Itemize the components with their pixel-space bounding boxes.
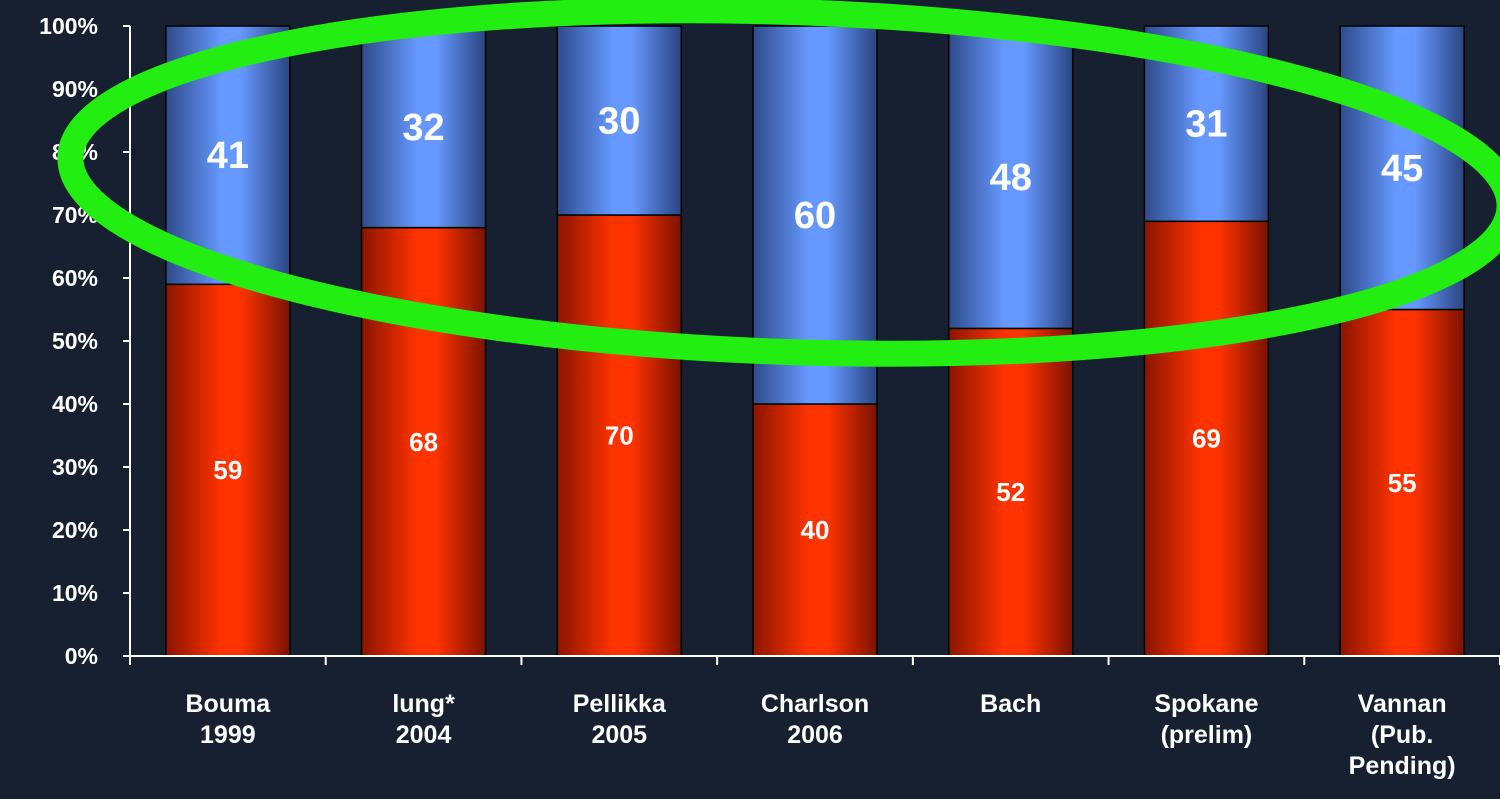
bar-segment-top bbox=[360, 25, 487, 229]
data-label-top: 48 bbox=[990, 157, 1032, 199]
x-category-label-line: 2006 bbox=[787, 721, 843, 749]
highlight-ellipse bbox=[57, 0, 1500, 367]
x-category-label-line: lung* bbox=[392, 690, 455, 718]
bar-segment-bottom bbox=[165, 283, 291, 657]
y-tick-label: 90% bbox=[52, 76, 98, 102]
data-label-top: 45 bbox=[1381, 148, 1423, 190]
x-category-label-line: 2005 bbox=[591, 721, 647, 749]
data-label-bottom: 70 bbox=[605, 421, 634, 451]
data-label-top: 30 bbox=[598, 101, 640, 143]
bar-segment-bottom bbox=[556, 214, 683, 657]
x-category-label-line: Spokane bbox=[1154, 690, 1258, 718]
bar-segment-top bbox=[556, 25, 683, 216]
bar-segment-bottom bbox=[947, 327, 1074, 657]
x-category-label-line: (prelim) bbox=[1161, 721, 1253, 749]
x-category-label-line: Charlson bbox=[761, 690, 869, 718]
axes bbox=[129, 26, 1500, 665]
bar-segment-bottom bbox=[1339, 308, 1465, 657]
data-label-top: 31 bbox=[1185, 104, 1227, 146]
category-labels: Bouma 1999 lung* 2004 Pellikka 2005 Charlson 20… bbox=[185, 690, 1455, 780]
data-label-bottom: 68 bbox=[409, 427, 438, 457]
data-label-bottom: 40 bbox=[801, 515, 830, 545]
data-label-top: 41 bbox=[207, 135, 249, 177]
bar-segment-top bbox=[947, 25, 1074, 330]
bar-segment-bottom bbox=[1143, 220, 1270, 657]
highlight-annotation bbox=[57, 0, 1500, 367]
y-tick-label: 0% bbox=[65, 643, 98, 669]
x-category-label-line: 1999 bbox=[200, 721, 256, 749]
data-label-bottom: 52 bbox=[996, 477, 1025, 507]
x-category-label: lung* 2004 bbox=[392, 690, 455, 749]
x-category-label-line: (Pub. bbox=[1371, 721, 1434, 749]
data-label-bottom: 55 bbox=[1388, 468, 1417, 498]
x-category-label: Bouma 1999 bbox=[185, 690, 271, 749]
x-category-label: Charlson 2006 bbox=[761, 690, 869, 749]
x-category-label-line: Bouma bbox=[185, 690, 271, 718]
data-label-top: 32 bbox=[402, 107, 444, 149]
value-labels: 59 41 68 32 70 30 40 60 52 48 69 31 55 45 bbox=[207, 101, 1424, 546]
y-tick-label: 20% bbox=[52, 517, 98, 543]
x-category-label-line: Bach bbox=[980, 690, 1041, 718]
data-label-top: 60 bbox=[794, 195, 836, 237]
x-category-label-line: 2004 bbox=[396, 721, 452, 749]
y-tick-label: 10% bbox=[52, 580, 98, 606]
y-tick-label: 50% bbox=[52, 328, 98, 354]
bar-segment-bottom bbox=[752, 403, 878, 657]
y-tick-label: 100% bbox=[39, 13, 98, 39]
x-category-label: Bach bbox=[980, 690, 1041, 718]
data-label-bottom: 69 bbox=[1192, 424, 1221, 454]
x-category-label-line: Pellikka bbox=[573, 690, 667, 718]
x-category-label-line: Vannan bbox=[1358, 690, 1447, 718]
y-tick-label: 60% bbox=[52, 265, 98, 291]
y-tick-label: 30% bbox=[52, 454, 98, 480]
x-category-label: Spokane (prelim) bbox=[1154, 690, 1258, 749]
data-label-bottom: 59 bbox=[213, 455, 242, 485]
y-axis-ticks: 0%10%20%30%40%50%60%70%80%90%100% bbox=[39, 13, 130, 669]
x-category-label-line: Pending) bbox=[1349, 752, 1456, 780]
x-category-label: Pellikka 2005 bbox=[573, 690, 667, 749]
x-category-label: Vannan (Pub. Pending) bbox=[1349, 690, 1456, 780]
y-tick-label: 40% bbox=[52, 391, 98, 417]
